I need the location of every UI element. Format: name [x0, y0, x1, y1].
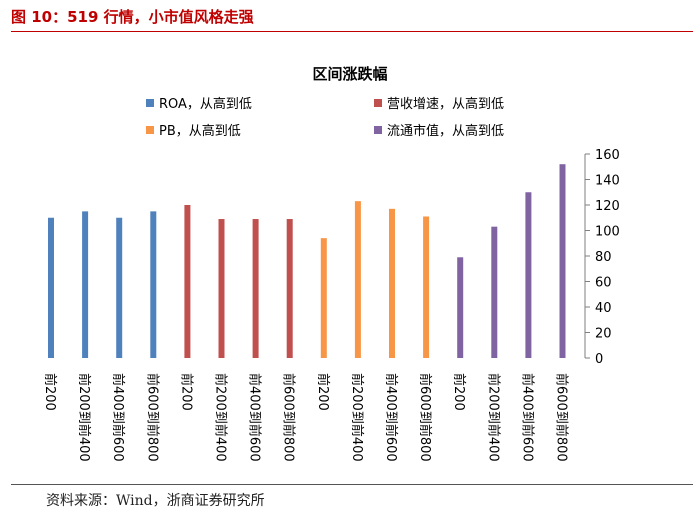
bar: [218, 219, 225, 358]
y-tick-label: 0: [595, 352, 603, 367]
legend-label: ROA，从高到低: [159, 96, 252, 112]
category-label: 前200: [42, 373, 58, 411]
category-label: 前600到前800: [417, 373, 433, 462]
bar: [184, 205, 191, 358]
bar: [457, 257, 464, 358]
y-tick-label: 140: [595, 174, 620, 189]
title-divider: [11, 31, 693, 32]
legend-swatch: [146, 99, 154, 107]
y-tick-label: 60: [595, 276, 612, 291]
bar: [116, 217, 123, 358]
legend-swatch: [374, 126, 382, 134]
legend-label: PB，从高到低: [159, 123, 241, 139]
category-label: 前200到前400: [485, 373, 501, 462]
category-label: 前200到前400: [349, 373, 365, 462]
y-tick-label: 80: [595, 250, 612, 265]
category-label: 前400到前600: [519, 373, 535, 462]
bar: [48, 217, 54, 358]
category-label: 前200到前400: [213, 373, 229, 462]
bar: [252, 219, 259, 358]
footer-divider: [11, 484, 693, 485]
bar: [320, 238, 327, 358]
chart-title: 区间涨跌幅: [312, 65, 387, 83]
category-label: 前200: [315, 373, 331, 411]
bar: [354, 201, 361, 358]
category-label: 前600到前800: [554, 373, 570, 462]
legend-label: 流通市值，从高到低: [387, 123, 504, 139]
legend-swatch: [146, 126, 154, 134]
legend-label: 营收增速，从高到低: [387, 96, 504, 112]
bar: [423, 216, 430, 358]
category-label: 前600到前800: [144, 373, 160, 462]
category-label: 前200: [178, 373, 194, 411]
y-tick-label: 160: [595, 148, 620, 163]
bar: [389, 208, 395, 358]
bar: [286, 219, 293, 358]
y-tick-label: 120: [595, 199, 620, 214]
figure-title: 图 10：519 行情，小市值风格走强: [11, 8, 254, 26]
bar: [559, 164, 566, 358]
bar: [491, 226, 498, 358]
bar: [525, 192, 532, 358]
category-label: 前400到前600: [247, 373, 263, 462]
category-label: 前400到前600: [383, 373, 399, 462]
category-label: 前600到前800: [281, 373, 297, 462]
bar-chart: 区间涨跌幅 ROA，从高到低 营收增速，从高到低 PB，从高到低 流通市值，从高到低前2…: [42, 65, 620, 462]
y-tick-label: 20: [595, 327, 612, 342]
category-label: 前200: [451, 373, 467, 411]
legend-swatch: [374, 99, 382, 107]
y-tick-label: 100: [595, 225, 620, 240]
category-label: 前400到前600: [110, 373, 126, 462]
bar: [150, 211, 157, 358]
category-label: 前200到前400: [76, 373, 92, 462]
bar: [82, 211, 89, 358]
source-note: 资料来源：Wind，浙商证券研究所: [46, 493, 265, 509]
y-tick-label: 40: [595, 301, 612, 316]
